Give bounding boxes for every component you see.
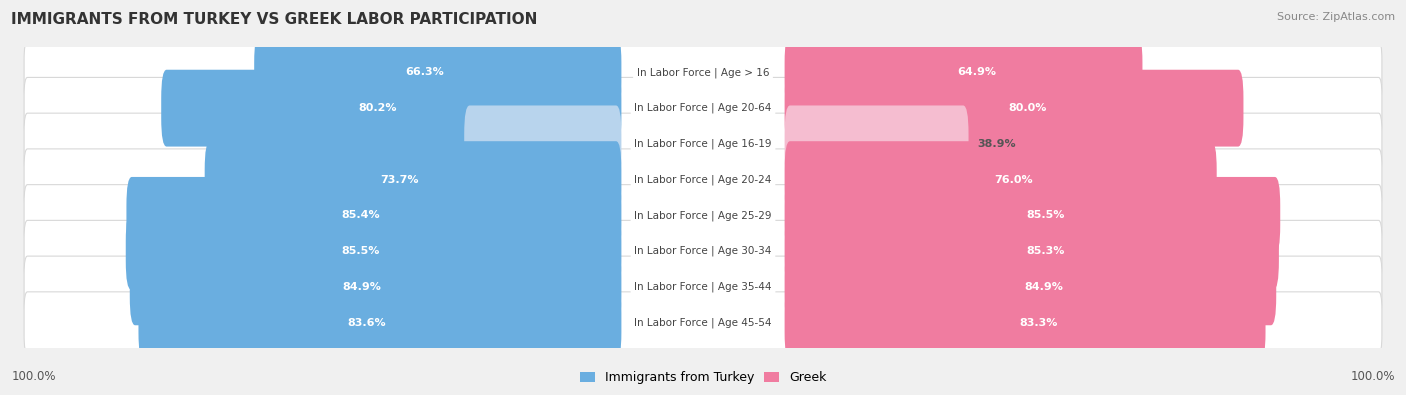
Text: 84.9%: 84.9% — [1025, 282, 1063, 292]
FancyBboxPatch shape — [125, 213, 621, 290]
Text: In Labor Force | Age 45-54: In Labor Force | Age 45-54 — [634, 317, 772, 328]
Text: 38.9%: 38.9% — [977, 139, 1017, 149]
Text: 85.4%: 85.4% — [342, 211, 380, 220]
FancyBboxPatch shape — [785, 284, 1265, 361]
FancyBboxPatch shape — [138, 284, 621, 361]
FancyBboxPatch shape — [205, 141, 621, 218]
Text: 85.3%: 85.3% — [1026, 246, 1064, 256]
Text: 64.9%: 64.9% — [957, 68, 997, 77]
Text: 73.7%: 73.7% — [381, 175, 419, 184]
FancyBboxPatch shape — [24, 256, 1382, 318]
Text: In Labor Force | Age 16-19: In Labor Force | Age 16-19 — [634, 139, 772, 149]
Text: In Labor Force | Age 30-34: In Labor Force | Age 30-34 — [634, 246, 772, 256]
Text: IMMIGRANTS FROM TURKEY VS GREEK LABOR PARTICIPATION: IMMIGRANTS FROM TURKEY VS GREEK LABOR PA… — [11, 12, 537, 27]
Text: 84.9%: 84.9% — [343, 282, 381, 292]
Text: 85.5%: 85.5% — [1026, 211, 1064, 220]
FancyBboxPatch shape — [24, 292, 1382, 353]
FancyBboxPatch shape — [24, 77, 1382, 139]
FancyBboxPatch shape — [127, 177, 621, 254]
Text: 80.2%: 80.2% — [359, 103, 396, 113]
FancyBboxPatch shape — [24, 184, 1382, 246]
Text: In Labor Force | Age 25-29: In Labor Force | Age 25-29 — [634, 210, 772, 221]
Text: In Labor Force | Age 35-44: In Labor Force | Age 35-44 — [634, 282, 772, 292]
Text: 80.0%: 80.0% — [1008, 103, 1046, 113]
Text: In Labor Force | Age > 16: In Labor Force | Age > 16 — [637, 67, 769, 78]
FancyBboxPatch shape — [254, 34, 621, 111]
FancyBboxPatch shape — [24, 113, 1382, 175]
FancyBboxPatch shape — [785, 213, 1279, 290]
FancyBboxPatch shape — [785, 248, 1277, 325]
FancyBboxPatch shape — [785, 34, 1143, 111]
FancyBboxPatch shape — [464, 105, 621, 182]
FancyBboxPatch shape — [785, 70, 1243, 147]
Text: 85.5%: 85.5% — [342, 246, 380, 256]
FancyBboxPatch shape — [785, 105, 969, 182]
Text: 34.9%: 34.9% — [630, 139, 669, 149]
FancyBboxPatch shape — [785, 177, 1281, 254]
Text: 66.3%: 66.3% — [405, 68, 444, 77]
FancyBboxPatch shape — [129, 248, 621, 325]
Text: Source: ZipAtlas.com: Source: ZipAtlas.com — [1277, 12, 1395, 22]
FancyBboxPatch shape — [24, 42, 1382, 103]
Text: 83.3%: 83.3% — [1019, 318, 1057, 327]
Text: 76.0%: 76.0% — [994, 175, 1033, 184]
Text: In Labor Force | Age 20-64: In Labor Force | Age 20-64 — [634, 103, 772, 113]
Text: 83.6%: 83.6% — [347, 318, 385, 327]
FancyBboxPatch shape — [162, 70, 621, 147]
Text: In Labor Force | Age 20-24: In Labor Force | Age 20-24 — [634, 174, 772, 185]
Text: 100.0%: 100.0% — [1350, 370, 1395, 383]
Legend: Immigrants from Turkey, Greek: Immigrants from Turkey, Greek — [575, 367, 831, 389]
FancyBboxPatch shape — [24, 220, 1382, 282]
Text: 100.0%: 100.0% — [11, 370, 56, 383]
FancyBboxPatch shape — [24, 149, 1382, 211]
FancyBboxPatch shape — [785, 141, 1216, 218]
